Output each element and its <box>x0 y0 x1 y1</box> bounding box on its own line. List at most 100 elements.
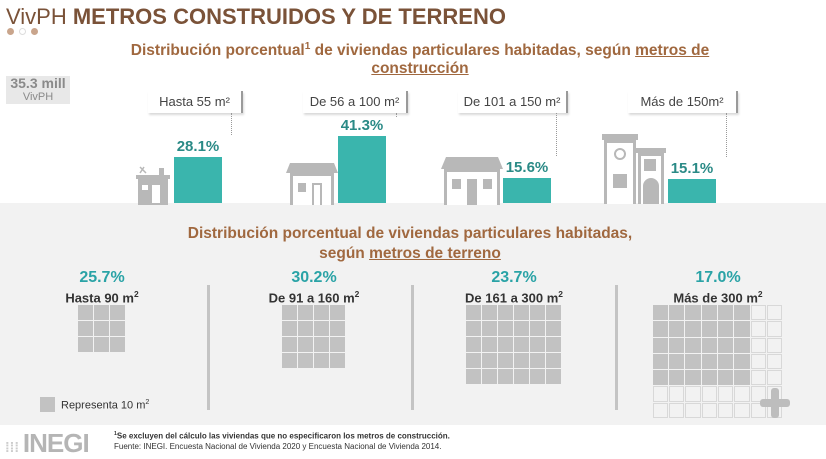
divider <box>207 285 210 410</box>
area-square <box>734 386 750 402</box>
area-square <box>298 321 313 336</box>
area-square <box>750 321 766 337</box>
category-label: De 56 a 100 m² <box>303 91 408 113</box>
area-square <box>514 353 529 368</box>
area-square <box>669 402 685 419</box>
area-square <box>652 305 669 321</box>
area-square <box>766 305 783 321</box>
terrain-item: 17.0% Más de 300 m2 <box>628 268 808 305</box>
area-square <box>750 386 766 402</box>
area-square <box>498 369 513 384</box>
area-square <box>514 369 529 384</box>
area-square <box>110 305 125 320</box>
area-square <box>669 337 685 353</box>
small-house-icon <box>136 166 170 205</box>
area-square <box>766 321 783 337</box>
area-square <box>766 370 783 386</box>
area-square <box>314 337 329 352</box>
area-square <box>669 353 685 370</box>
area-square <box>717 402 734 419</box>
area-square <box>717 386 734 402</box>
terrain-range: De 161 a 300 m2 <box>465 289 563 306</box>
building-icon <box>602 134 666 204</box>
area-square <box>314 321 329 336</box>
area-square <box>669 386 685 402</box>
area-square <box>669 305 685 321</box>
area-square <box>482 337 497 352</box>
area-square <box>78 337 93 352</box>
inegi-logo: ⁞⁞⁞ INEGI <box>5 428 90 458</box>
area-square <box>701 370 717 386</box>
divider <box>615 285 618 410</box>
area-square <box>766 353 783 370</box>
area-square <box>717 353 734 370</box>
area-square <box>530 337 545 352</box>
area-square <box>330 321 345 336</box>
area-square <box>652 321 669 337</box>
terrain-percent: 17.0% <box>695 269 741 286</box>
area-square <box>685 370 701 386</box>
area-square <box>652 386 669 402</box>
area-square <box>750 370 766 386</box>
area-square <box>734 370 750 386</box>
medium-house-icon <box>286 163 338 205</box>
area-square <box>94 305 109 320</box>
area-square <box>734 305 750 321</box>
area-square <box>701 305 717 321</box>
area-square <box>110 337 125 352</box>
area-square <box>482 353 497 368</box>
area-square <box>652 402 669 419</box>
area-grid <box>78 305 125 352</box>
area-grid <box>652 305 783 419</box>
category-label: De 101 a 150 m² <box>458 91 568 113</box>
area-square <box>482 321 497 336</box>
nav-dot <box>7 28 14 35</box>
area-square <box>466 321 481 336</box>
area-square <box>482 369 497 384</box>
area-square <box>750 402 766 419</box>
area-square <box>514 337 529 352</box>
area-square <box>530 353 545 368</box>
total-badge: 35.3 mill VivPH <box>6 76 70 104</box>
terrain-range: De 91 a 160 m2 <box>268 289 360 306</box>
area-square <box>766 337 783 353</box>
terrain-range: Más de 300 m2 <box>673 289 763 306</box>
bar <box>338 136 386 203</box>
area-square <box>701 353 717 370</box>
area-square <box>685 402 701 419</box>
area-square <box>466 305 481 320</box>
area-square <box>717 337 734 353</box>
area-square <box>734 353 750 370</box>
area-square <box>546 305 561 320</box>
legend-label: Representa 10 m2 <box>61 397 150 412</box>
area-square <box>282 337 297 352</box>
area-square <box>685 305 701 321</box>
category-label: Más de 150m² <box>628 91 738 113</box>
area-square <box>717 305 734 321</box>
area-grid <box>282 305 345 368</box>
terrain-range: Hasta 90 m2 <box>65 289 139 306</box>
area-square <box>701 402 717 419</box>
connector-line <box>231 113 232 136</box>
area-square <box>498 353 513 368</box>
category-label: Hasta 55 m² <box>148 91 243 113</box>
area-grid <box>466 305 561 384</box>
area-square <box>78 305 93 320</box>
area-square <box>685 386 701 402</box>
connector-line <box>726 113 727 157</box>
connector-line <box>396 113 397 117</box>
bar-value-label: 15.1% <box>670 159 714 177</box>
terrain-item: 25.7% Hasta 90 m2 <box>12 268 192 305</box>
terrain-item: 30.2% De 91 a 160 m2 <box>224 268 404 305</box>
legend: Representa 10 m2 <box>40 397 149 412</box>
area-square <box>652 337 669 353</box>
area-square <box>669 370 685 386</box>
bar-value-label: 41.3% <box>340 117 384 135</box>
area-square <box>701 337 717 353</box>
area-square <box>330 337 345 352</box>
area-square <box>530 369 545 384</box>
area-square <box>330 353 345 368</box>
area-square <box>701 386 717 402</box>
bar <box>174 157 222 203</box>
area-square <box>750 353 766 370</box>
